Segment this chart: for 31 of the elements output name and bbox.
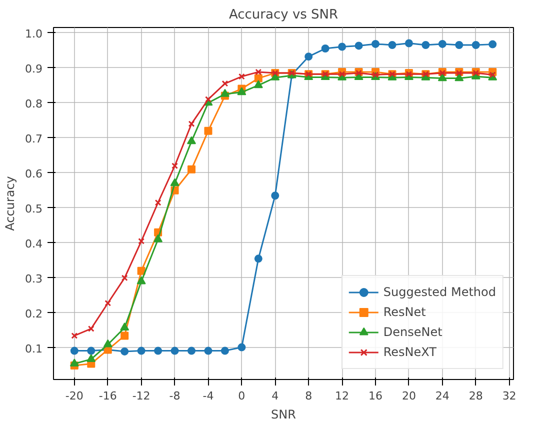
x-tick-label: 12	[335, 390, 350, 402]
y-tick-label: 0.9	[25, 62, 43, 76]
y-axis-title: Accuracy	[3, 176, 18, 231]
x-tick-label: 32	[502, 390, 516, 402]
y-tick-label: 0.3	[25, 272, 43, 286]
y-tick-label: 0.2	[25, 307, 43, 320]
x-tick-label: 0	[238, 390, 246, 402]
y-tick-label: 0.7	[25, 132, 43, 146]
legend-label: DenseNet	[383, 325, 442, 339]
x-tick-label: 8	[305, 390, 312, 402]
x-tick-label: -16	[98, 390, 117, 402]
x-tick-label: 16	[368, 390, 382, 402]
legend-label: ResNet	[383, 305, 426, 319]
x-tick-label: -8	[169, 390, 180, 402]
x-axis-title: SNR	[271, 408, 296, 422]
legend-label: Suggested Method	[383, 285, 496, 299]
x-tick-label: 24	[435, 390, 450, 402]
y-tick-label: 0.5	[25, 202, 43, 216]
legend-label: ResNeXT	[383, 345, 437, 359]
x-tick-label: -12	[132, 390, 150, 402]
y-tick-label: 0.1	[25, 342, 43, 356]
y-tick-label: 1.0	[25, 27, 43, 40]
x-tick-label: 4	[272, 390, 279, 402]
x-tick-label: -4	[202, 390, 214, 402]
x-tick-label: 28	[468, 390, 483, 402]
y-tick-label: 0.8	[25, 97, 43, 110]
x-tick-label: 20	[402, 390, 416, 402]
x-tick-label: -20	[65, 390, 84, 402]
chart-title: Accuracy vs SNR	[228, 8, 338, 22]
y-tick-label: 0.6	[25, 167, 43, 180]
y-tick-label: 0.4	[25, 237, 43, 250]
